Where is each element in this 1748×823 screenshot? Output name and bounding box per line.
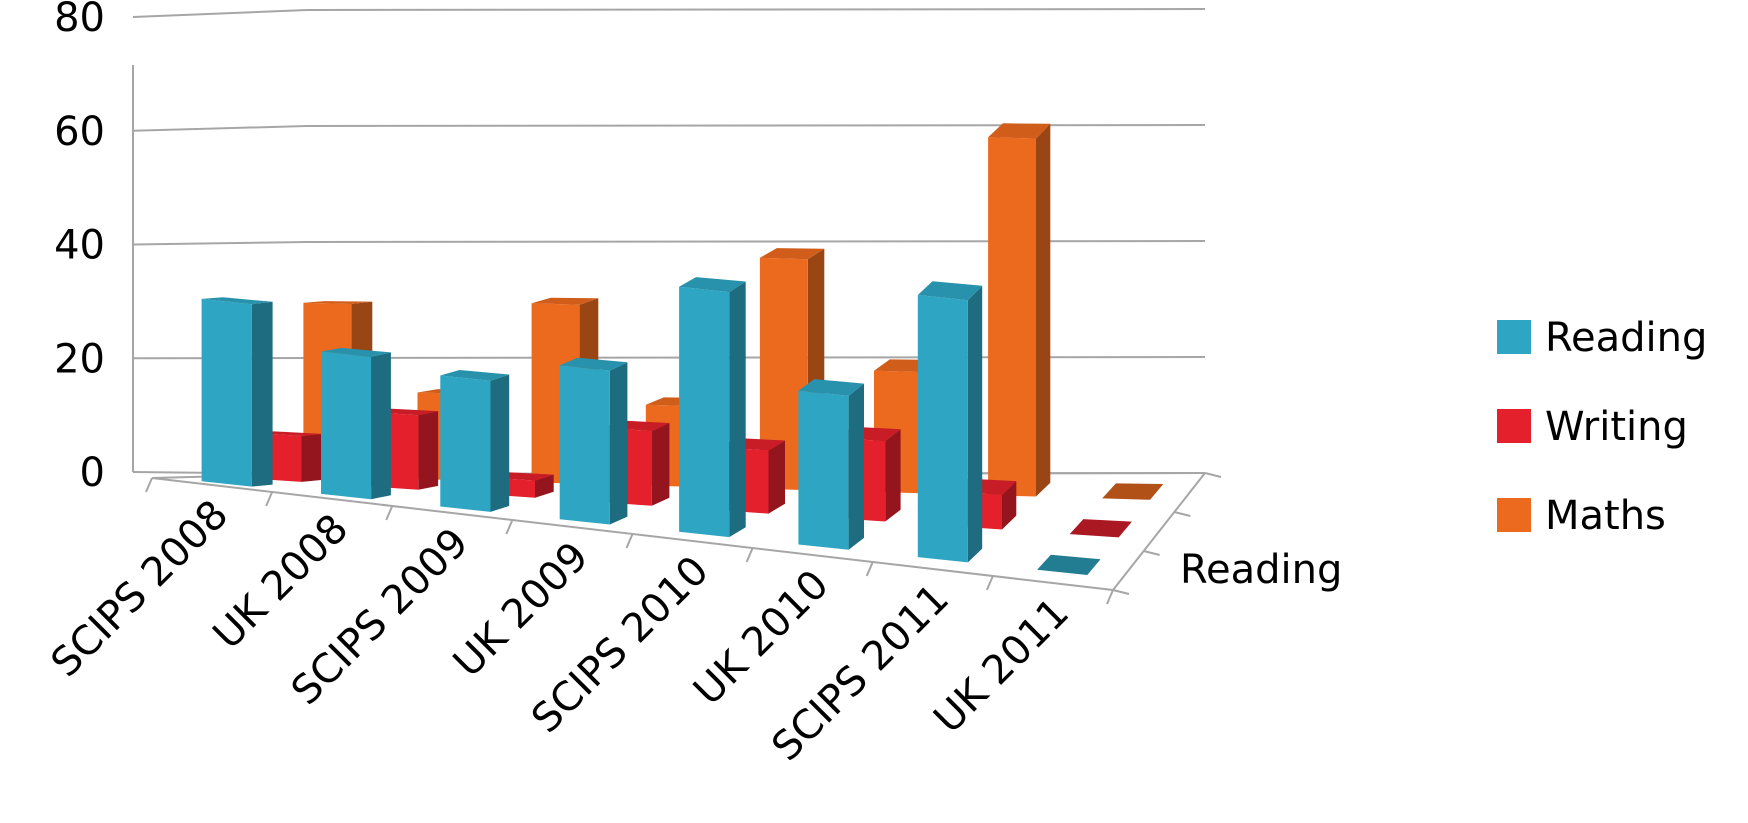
y-tick-label: 20 — [54, 336, 105, 382]
y-tick-label: 0 — [80, 450, 105, 496]
depth-axis-label: Reading — [1180, 547, 1342, 593]
y-tick-label: 60 — [54, 109, 105, 155]
y-tick-label: 40 — [54, 223, 105, 269]
x-tick-mark — [745, 547, 754, 563]
legend-label: Reading — [1545, 315, 1707, 361]
x-tick-mark — [985, 575, 994, 591]
legend-label: Writing — [1545, 404, 1688, 450]
legend-label: Maths — [1545, 493, 1666, 539]
bar-maths — [1102, 483, 1164, 500]
x-tick-mark — [505, 519, 514, 535]
gridline — [132, 124, 1206, 132]
x-tick-mark — [865, 561, 874, 577]
legend-swatch — [1497, 498, 1531, 532]
bar-reading — [679, 277, 746, 538]
legend-swatch — [1497, 409, 1531, 443]
x-tick-mark — [145, 477, 153, 493]
x-tick-mark — [625, 533, 634, 549]
x-tick-label: SCIPS 2008 — [43, 492, 238, 687]
depth-tick-mark — [1112, 589, 1130, 595]
x-tick-mark — [1106, 589, 1114, 605]
x-tick-mark — [385, 505, 394, 521]
depth-tick-mark — [1204, 472, 1222, 478]
bar-reading — [1037, 554, 1101, 575]
depth-tick-mark — [1143, 550, 1160, 556]
y-tick-label: 80 — [54, 0, 105, 41]
axes — [132, 65, 1222, 605]
bars — [201, 123, 1164, 575]
bar-reading — [559, 357, 628, 525]
bar-reading — [440, 370, 510, 512]
bar-reading — [798, 379, 864, 550]
legend-item-reading: Reading — [1497, 315, 1707, 361]
bar-writing — [1069, 519, 1132, 538]
gridline — [132, 8, 1206, 18]
y-axis-ticks: 0 20 40 60 80 — [54, 0, 105, 496]
x-tick-mark — [265, 491, 274, 507]
bar-reading — [321, 347, 391, 500]
bar-reading — [917, 281, 983, 563]
gridline — [132, 240, 1206, 246]
legend-item-maths: Maths — [1497, 493, 1666, 539]
depth-tick-mark — [1174, 511, 1191, 517]
legend-swatch — [1497, 320, 1531, 354]
depth-axis-line — [1112, 472, 1206, 591]
bar-reading — [201, 297, 273, 487]
legend: Reading Writing Maths — [1497, 315, 1707, 539]
bar-maths — [988, 123, 1051, 497]
legend-item-writing: Writing — [1497, 404, 1688, 450]
